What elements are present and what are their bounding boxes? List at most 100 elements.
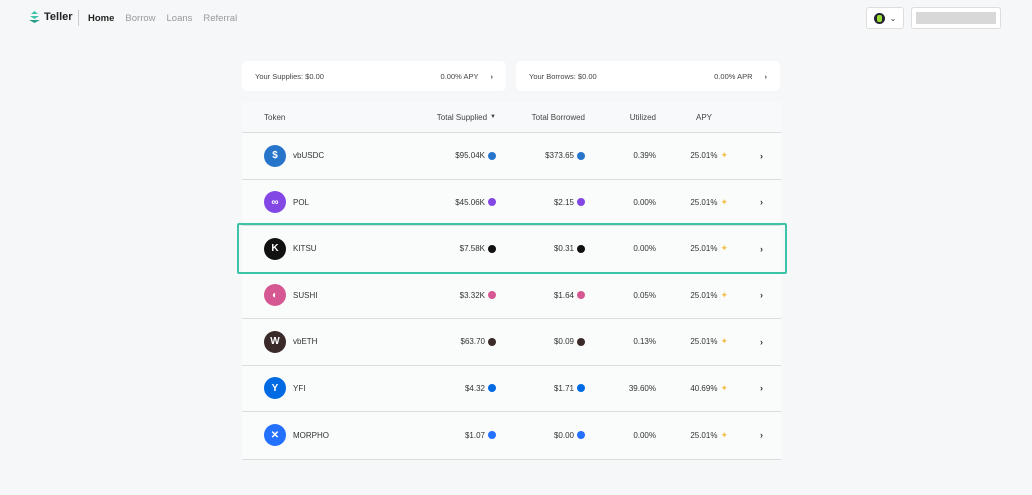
borrows-rate: 0.00% APR (714, 71, 753, 81)
nav-home[interactable]: Home (88, 13, 115, 24)
utilized: 0.39% (633, 151, 656, 161)
token-icon: W (264, 330, 286, 353)
apy: 25.01% (690, 244, 718, 254)
token-mini-icon (488, 431, 496, 440)
total-supplied: $1.07 (464, 430, 485, 440)
token-name: YFI (293, 383, 306, 393)
header-supplied-label: Total Supplied (436, 112, 488, 122)
utilized: 0.00% (633, 430, 656, 440)
total-supplied: $4.32 (464, 383, 485, 393)
token-mini-icon (488, 384, 496, 393)
header-borrowed[interactable]: Total Borrowed (531, 112, 585, 122)
table-row[interactable]: ◐ SUSHI $3.32K $1.64 0.05% 25.01% ✦ › (242, 273, 781, 319)
token-name: vbETH (293, 337, 318, 347)
brand-name: Teller (44, 11, 73, 23)
token-mini-icon (488, 198, 496, 207)
chevron-right-icon[interactable]: › (760, 383, 763, 394)
header-token: Token (264, 112, 286, 122)
table-row[interactable]: ✕ MORPHO $1.07 $0.00 0.00% 25.01% ✦ › (242, 412, 781, 459)
chevron-right-icon: › (764, 71, 768, 81)
token-mini-icon (577, 198, 585, 207)
chevron-right-icon[interactable]: › (760, 430, 763, 441)
token-mini-icon (577, 431, 585, 440)
utilized: 0.00% (633, 197, 656, 207)
table-row[interactable]: Y YFI $4.32 $1.71 39.60% 40.69% ✦ › (242, 366, 781, 412)
chevron-right-icon[interactable]: › (760, 150, 763, 161)
nav-referral[interactable]: Referral (203, 13, 238, 24)
total-borrowed: $0.00 (553, 430, 574, 440)
sparkle-icon: ✦ (720, 150, 728, 161)
teller-logo-icon (29, 11, 40, 23)
apy: 25.01% (690, 197, 718, 207)
table-row[interactable]: $ vbUSDC $95.04K $373.65 0.39% 25.01% ✦ › (242, 133, 781, 180)
token-mini-icon (577, 151, 585, 160)
total-supplied: $45.06K (455, 197, 485, 207)
utilized: 39.60% (628, 383, 656, 393)
total-supplied: $7.58K (459, 244, 485, 254)
token-name: vbUSDC (293, 151, 325, 161)
total-supplied: $95.04K (455, 151, 485, 161)
token-icon: ∞ (264, 191, 286, 214)
header-apy[interactable]: APY (695, 112, 712, 122)
token-icon: ✕ (264, 424, 286, 447)
nav-borrow[interactable]: Borrow (125, 13, 156, 24)
token-icon: K (264, 237, 286, 260)
apy: 40.69% (690, 383, 718, 393)
token-name: POL (293, 197, 310, 207)
supplies-card[interactable]: Your Supplies: $0.00 0.00% APY › (242, 61, 506, 91)
total-borrowed: $373.65 (545, 151, 574, 161)
top-nav: Teller Home Borrow Loans Referral ⌄ (0, 0, 1032, 36)
sparkle-icon: ✦ (720, 382, 728, 393)
network-selector[interactable]: ⌄ (866, 7, 904, 29)
network-icon (873, 12, 885, 24)
apy: 25.01% (690, 151, 718, 161)
total-supplied: $63.70 (460, 337, 485, 347)
markets-table: Token Total Supplied ▼ Total Borrowed Uti… (242, 102, 781, 460)
nav-divider (78, 10, 79, 26)
token-name: MORPHO (293, 430, 329, 440)
sparkle-icon: ✦ (720, 289, 728, 300)
chevron-right-icon[interactable]: › (760, 197, 763, 208)
token-mini-icon (577, 384, 585, 393)
token-mini-icon (488, 151, 496, 160)
token-mini-icon (488, 291, 496, 300)
brand-logo[interactable]: Teller (29, 11, 73, 23)
table-row[interactable]: K KITSU $7.58K $0.31 0.00% 25.01% ✦ › (242, 226, 781, 273)
borrows-label: Your Borrows: $0.00 (529, 71, 597, 81)
wallet-placeholder (916, 12, 996, 24)
table-row[interactable]: ∞ POL $45.06K $2.15 0.00% 25.01% ✦ › (242, 180, 781, 226)
token-icon: ◐ (264, 284, 286, 307)
chevron-right-icon[interactable]: › (760, 243, 763, 254)
utilized: 0.13% (633, 337, 656, 347)
total-borrowed: $0.09 (553, 337, 574, 347)
nav-loans[interactable]: Loans (166, 13, 193, 24)
sparkle-icon: ✦ (720, 336, 728, 347)
token-mini-icon (577, 244, 585, 253)
token-mini-icon (488, 337, 496, 346)
token-name: SUSHI (293, 290, 318, 300)
chevron-down-icon: ⌄ (889, 13, 897, 23)
token-icon: Y (264, 377, 286, 400)
sparkle-icon: ✦ (720, 429, 728, 440)
borrows-card[interactable]: Your Borrows: $0.00 0.00% APR › (516, 61, 780, 91)
sparkle-icon: ✦ (720, 243, 728, 254)
total-borrowed: $1.64 (553, 290, 574, 300)
token-icon: $ (264, 144, 286, 167)
utilized: 0.00% (633, 244, 656, 254)
chevron-right-icon: › (490, 71, 494, 81)
total-borrowed: $2.15 (553, 197, 574, 207)
apy: 25.01% (690, 337, 718, 347)
chevron-right-icon[interactable]: › (760, 290, 763, 301)
header-utilized[interactable]: Utilized (629, 112, 656, 122)
utilized: 0.05% (633, 290, 656, 300)
chevron-right-icon[interactable]: › (760, 336, 763, 347)
total-supplied: $3.32K (459, 290, 485, 300)
wallet-button[interactable] (911, 7, 1001, 29)
total-borrowed: $1.71 (553, 383, 574, 393)
supplies-label: Your Supplies: $0.00 (255, 71, 324, 81)
token-mini-icon (577, 291, 585, 300)
apy: 25.01% (690, 290, 718, 300)
total-borrowed: $0.31 (553, 244, 574, 254)
header-supplied[interactable]: Total Supplied ▼ (396, 113, 496, 122)
